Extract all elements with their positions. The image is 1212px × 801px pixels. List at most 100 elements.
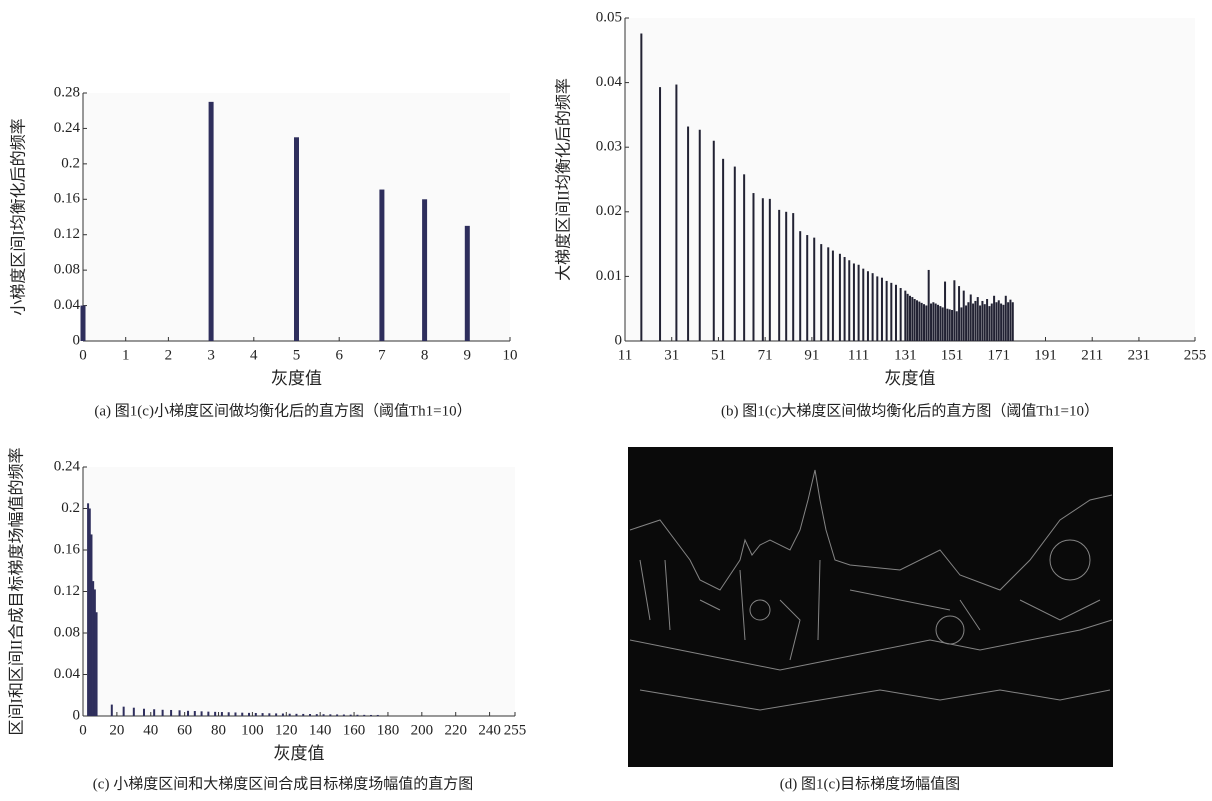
y-tick-label: 0.05	[596, 9, 622, 25]
y-axis-label: 小梯度区间I均衡化后的频率	[10, 118, 28, 315]
bar	[170, 709, 173, 716]
y-tick-label: 0	[615, 332, 623, 348]
bar	[294, 137, 299, 341]
x-tick-label: 60	[177, 722, 192, 738]
x-tick-label: 200	[411, 722, 434, 738]
x-tick-label: 255	[1184, 347, 1207, 363]
bar	[712, 140, 715, 341]
bar	[838, 253, 841, 341]
x-tick-label: 220	[444, 722, 467, 738]
bar	[227, 712, 230, 716]
bar	[309, 714, 312, 716]
y-tick-label: 0.16	[54, 541, 81, 557]
edge-image	[628, 447, 1113, 767]
y-tick-label: 0.01	[596, 268, 622, 284]
bar	[785, 211, 788, 341]
y-tick-label: 0.08	[54, 624, 80, 640]
x-tick-label: 1	[122, 347, 130, 363]
x-tick-label: 140	[309, 722, 332, 738]
bar	[939, 306, 942, 341]
x-tick-label: 4	[250, 347, 258, 363]
bar	[925, 305, 928, 341]
bar	[974, 300, 977, 341]
bar	[778, 209, 781, 341]
bar	[885, 280, 888, 341]
bar	[281, 713, 284, 716]
x-tick-label: 9	[464, 347, 472, 363]
x-tick-label: 5	[293, 347, 301, 363]
bar	[87, 503, 90, 716]
y-axis-label: 区间I和区间II合成目标梯度场幅值的频率	[8, 448, 26, 736]
bar	[932, 302, 935, 341]
y-tick-label: 0	[73, 332, 81, 348]
bar	[207, 711, 210, 716]
bar	[906, 293, 909, 341]
caption: (a) 图1(c)小梯度区间做均衡化后的直方图（阈值Th1=10）	[94, 402, 471, 419]
bar	[1007, 302, 1010, 341]
y-tick-label: 0.28	[54, 84, 80, 100]
bar	[95, 612, 98, 716]
x-tick-label: 7	[378, 347, 386, 363]
bar	[200, 711, 203, 716]
x-tick-label: 31	[664, 347, 679, 363]
bar	[234, 712, 237, 716]
bar	[208, 101, 214, 341]
bar	[110, 704, 113, 716]
bar	[911, 297, 914, 341]
bar	[248, 712, 251, 716]
bar	[969, 294, 972, 341]
bar	[342, 714, 345, 716]
bar	[329, 714, 332, 716]
bar	[934, 303, 937, 341]
x-tick-label: 0	[79, 347, 87, 363]
y-tick-label: 0.12	[54, 583, 80, 599]
bar	[356, 714, 359, 716]
bar	[993, 295, 996, 341]
bar	[1011, 302, 1014, 341]
bar	[722, 158, 725, 341]
x-tick-label: 80	[211, 722, 226, 738]
bar	[161, 709, 164, 716]
bar	[799, 231, 802, 341]
x-tick-label: 131	[894, 347, 917, 363]
bar	[132, 707, 135, 716]
bar	[930, 303, 933, 341]
bar	[916, 300, 919, 341]
x-tick-label: 180	[377, 722, 400, 738]
x-tick-label: 71	[758, 347, 773, 363]
bar	[983, 304, 986, 341]
bar	[986, 299, 989, 341]
bar	[995, 302, 998, 341]
x-tick-label: 120	[275, 722, 298, 738]
bar	[92, 581, 95, 716]
bar	[370, 714, 372, 716]
bar	[967, 302, 970, 341]
x-tick-label: 40	[143, 722, 158, 738]
x-tick-label: 191	[1034, 347, 1057, 363]
x-tick-label: 100	[241, 722, 264, 738]
y-tick-label: 0.12	[54, 226, 80, 242]
x-tick-label: 160	[343, 722, 366, 738]
x-tick-label: 51	[711, 347, 726, 363]
bar	[302, 713, 305, 716]
bar	[979, 305, 982, 341]
bar	[920, 302, 923, 341]
bar	[927, 269, 930, 341]
bar	[733, 166, 736, 341]
bar	[254, 712, 257, 716]
bar	[90, 534, 93, 716]
y-tick-label: 0.03	[596, 139, 622, 155]
x-axis-label: 灰度值	[271, 369, 322, 388]
bar	[988, 306, 991, 341]
bar	[1009, 299, 1012, 341]
y-tick-label: 0.02	[596, 203, 622, 219]
bar	[820, 244, 823, 341]
bar	[813, 237, 816, 341]
bar	[831, 250, 834, 341]
bar	[743, 174, 746, 341]
x-tick-label: 3	[207, 347, 215, 363]
y-tick-label: 0.2	[61, 500, 80, 516]
bar	[275, 713, 278, 716]
caption: (c) 小梯度区间和大梯度区间合成目标梯度场幅值的直方图	[93, 775, 473, 792]
y-tick-label: 0.2	[61, 155, 80, 171]
